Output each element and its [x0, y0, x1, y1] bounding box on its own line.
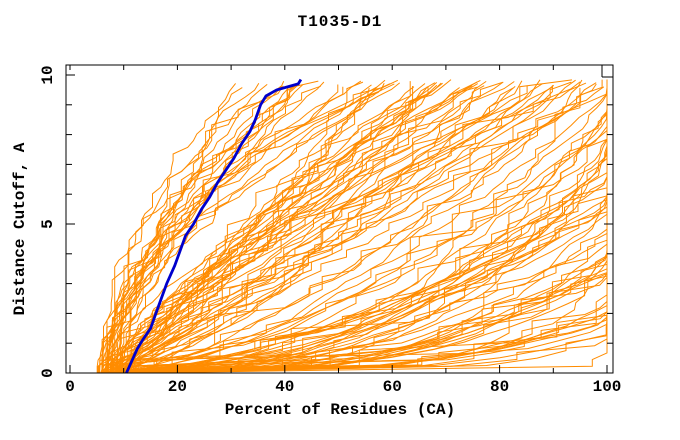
model-curve [110, 81, 503, 374]
model-curve [125, 87, 460, 373]
model-curve [111, 86, 429, 374]
target-model-curve [125, 78, 303, 374]
model-curve [119, 83, 236, 373]
model-curve [103, 81, 504, 374]
model-curve [122, 79, 481, 373]
y-axis-label: Distance Cutoff, A [11, 142, 29, 316]
model-curve [111, 85, 608, 374]
model-curve [112, 83, 391, 373]
model-curve [124, 81, 364, 373]
plot-frame [65, 64, 614, 374]
model-curve [101, 86, 344, 373]
model-curve [122, 83, 597, 374]
model-curve [125, 85, 608, 374]
x-tick-label: 0 [65, 378, 75, 396]
x-tick-label: 80 [490, 378, 509, 396]
model-curve [110, 79, 576, 374]
model-curve [111, 87, 289, 373]
model-curve [101, 85, 282, 373]
model-curve [111, 87, 608, 374]
model-curve [137, 88, 608, 373]
model-curve [138, 82, 608, 374]
model-curve [117, 86, 414, 374]
x-axis-label: Percent of Residues (CA) [224, 401, 456, 419]
model-curve [118, 86, 554, 373]
model-curve [105, 80, 319, 373]
x-tick-label: 40 [275, 378, 294, 396]
model-curve [104, 82, 442, 374]
model-curve [113, 79, 583, 374]
model-curve [101, 79, 541, 374]
plot-title: T1035-D1 [297, 13, 383, 31]
y-tick-label: 10 [39, 65, 57, 84]
model-curve [131, 82, 443, 374]
model-curve [136, 84, 608, 374]
model-curve [115, 85, 485, 374]
x-tick-label: 60 [383, 378, 402, 396]
y-tick-label: 5 [39, 219, 57, 229]
model-curve [101, 79, 573, 374]
model-curve [125, 80, 523, 374]
model-curve [111, 84, 438, 374]
model-curve [117, 87, 279, 373]
model-curve [101, 86, 516, 374]
model-curve [102, 81, 572, 373]
model-curve [100, 87, 608, 374]
model-curve [115, 84, 304, 373]
plot-frame-and-ticks [65, 64, 614, 374]
x-tick-label: 20 [168, 378, 187, 396]
model-curve [126, 85, 553, 374]
model-curve [119, 83, 543, 373]
model-curve [107, 85, 321, 373]
y-tick-label: 0 [39, 368, 57, 378]
model-curve [116, 81, 515, 374]
model-curve [112, 82, 597, 373]
model-curve [110, 86, 478, 374]
x-tick-label: 100 [593, 378, 622, 396]
model-curve [112, 84, 268, 373]
tick-labels: 0 20 40 60 80 100 0 5 10 [39, 65, 621, 396]
server-model-curves-group [96, 79, 608, 374]
model-curve [106, 87, 608, 374]
